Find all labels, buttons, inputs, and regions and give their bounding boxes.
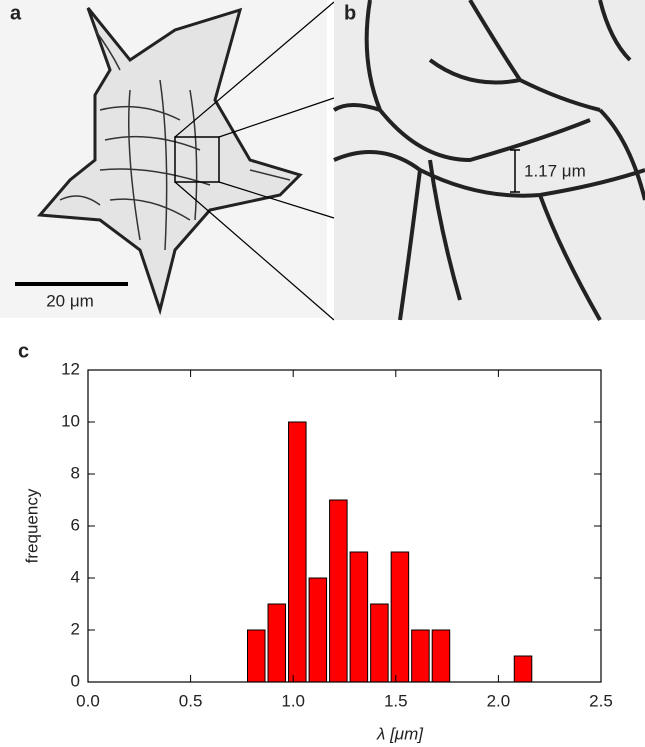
x-tick-label: 2.5: [589, 691, 613, 710]
bar: [349, 551, 369, 683]
y-tick-label: 6: [71, 515, 80, 534]
bar: [247, 629, 266, 683]
cell-mesh: [59, 29, 291, 251]
distance-bar: [510, 149, 520, 193]
x-tick-label: 0.5: [179, 691, 203, 710]
y-axis-label: frequency: [22, 488, 41, 563]
bar: [308, 577, 328, 683]
x-tick-label: 2.0: [487, 691, 511, 710]
distance-label: 1.17 μm: [524, 161, 586, 180]
scale-bar-label: 20 μm: [46, 291, 94, 310]
bar: [431, 629, 451, 683]
zoom-box: [174, 136, 220, 183]
y-tick-label: 4: [71, 567, 80, 586]
zoom-line: [174, 1, 335, 138]
y-tick-label: 8: [71, 463, 80, 482]
x-tick-label: 1.0: [281, 691, 305, 710]
x-tick-label: 1.5: [384, 691, 408, 710]
bar: [370, 603, 389, 683]
zoom-line: [218, 97, 335, 138]
y-tick-label: 2: [71, 619, 80, 638]
bar: [288, 421, 307, 683]
panel-label: b: [344, 2, 356, 24]
zoom-line: [174, 181, 335, 321]
zoom-line: [218, 181, 335, 219]
panel-label: a: [10, 2, 22, 24]
y-tick-label: 12: [61, 359, 80, 378]
filaments: [332, 0, 645, 321]
y-tick-label: 10: [61, 411, 80, 430]
bar: [513, 655, 533, 683]
image-b: [334, 0, 645, 320]
bar: [390, 551, 410, 683]
cell: [36, 7, 303, 316]
bar: [411, 629, 430, 683]
panel-label: c: [18, 340, 29, 362]
bar: [267, 603, 287, 683]
x-axis-label: λ [μm]: [376, 724, 424, 743]
bar: [329, 499, 348, 683]
y-tick-label: 0: [71, 671, 80, 690]
x-tick-label: 0.0: [76, 691, 100, 710]
